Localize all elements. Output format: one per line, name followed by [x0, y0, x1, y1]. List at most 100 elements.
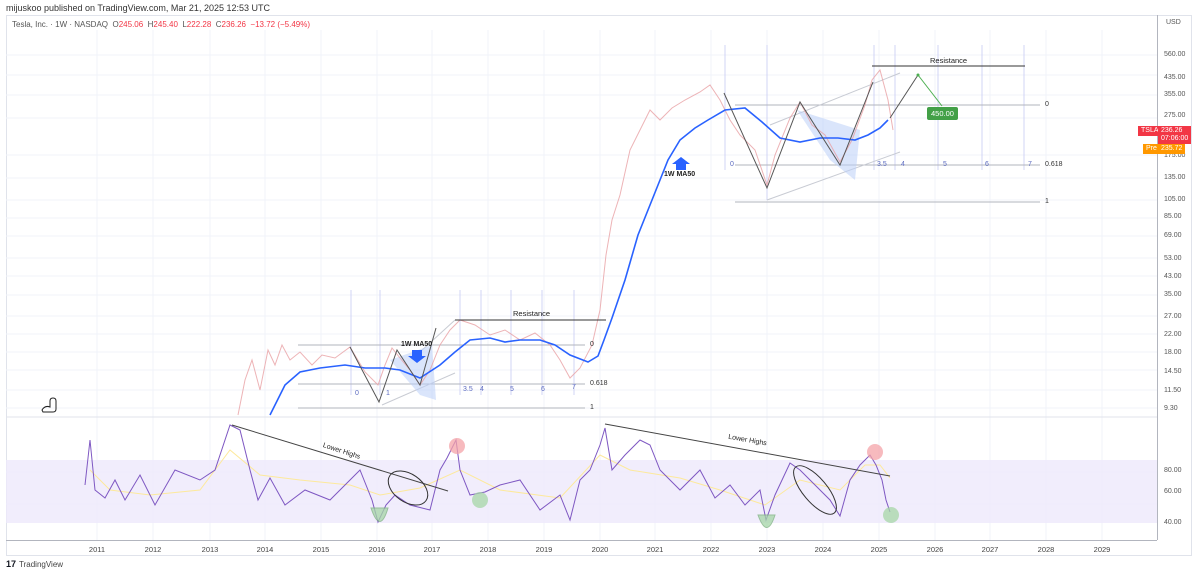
resistance-label-right: Resistance — [930, 56, 968, 65]
price-series — [237, 68, 894, 416]
overbought-marker-right — [867, 444, 883, 460]
year-tick: 2025 — [870, 545, 888, 554]
rsi-ellipse-right — [793, 465, 837, 515]
ma-label-left: 1W MA50 — [401, 341, 433, 348]
target-price-label: 450.00 — [927, 107, 958, 120]
fib-1-left: 1 — [590, 404, 594, 411]
symbol-name: Tesla, Inc. · 1W · NASDAQ — [12, 20, 109, 29]
year-tick: 2022 — [702, 545, 720, 554]
year-tick: 2019 — [535, 545, 553, 554]
rsi-tick: 80.00 — [1164, 467, 1182, 474]
rsi-band — [6, 460, 1157, 523]
year-tick: 2027 — [981, 545, 999, 554]
arrow-up-icon — [672, 157, 690, 170]
price-tick: 22.00 — [1164, 331, 1182, 338]
wedge-right — [797, 110, 860, 180]
resistance-label-left: Resistance — [513, 309, 551, 318]
chart-canvas[interactable] — [0, 0, 1157, 540]
price-tick: 105.00 — [1164, 196, 1186, 203]
year-tick: 2020 — [591, 545, 609, 554]
price-tick: 355.00 — [1164, 91, 1186, 98]
projection-arrow — [889, 74, 919, 119]
rsi-tick: 60.00 — [1164, 488, 1182, 495]
fib-time-label: 6 — [985, 161, 989, 168]
fib-time-label: 6 — [541, 386, 545, 393]
year-tick: 2015 — [312, 545, 330, 554]
wedge-left — [390, 345, 436, 400]
rsi-tick: 40.00 — [1164, 519, 1182, 526]
target-line — [917, 74, 943, 107]
oversold-marker-left — [472, 492, 488, 508]
pre-market-label-tag: Pre — [1143, 144, 1160, 154]
year-tick: 2029 — [1093, 545, 1111, 554]
fib-time-label: 0 — [730, 161, 734, 168]
fib-time-label: 7 — [1028, 161, 1032, 168]
year-tick: 2028 — [1037, 545, 1055, 554]
bottom-marker-right — [757, 514, 776, 528]
price-tick: 43.00 — [1164, 273, 1182, 280]
last-price-value-tag: 236.26 07:06:00 — [1158, 126, 1192, 144]
chart-frame — [6, 15, 1192, 556]
year-tick: 2023 — [758, 545, 776, 554]
time-axis[interactable]: 2011 2012 2013 2014 2015 2016 2017 2018 … — [6, 540, 1157, 557]
high-value: 245.40 — [153, 20, 178, 29]
price-tick: 53.00 — [1164, 255, 1182, 262]
year-tick: 2021 — [646, 545, 664, 554]
last-price-symbol: TSLA — [1141, 127, 1159, 134]
year-tick: 2017 — [423, 545, 441, 554]
rsi-ellipse-left — [387, 470, 429, 506]
change-value: −13.72 (−5.49%) — [250, 20, 311, 29]
bottom-marker-left — [370, 507, 389, 522]
fib-0618-right: 0.618 — [1045, 161, 1063, 168]
year-tick: 2016 — [368, 545, 386, 554]
fib-0618-left: 0.618 — [590, 380, 608, 387]
currency-label: USD — [1166, 19, 1181, 26]
fib-time-zone-right — [724, 45, 1025, 200]
price-tick: 18.00 — [1164, 349, 1182, 356]
tradingview-logo[interactable]: 17 TradingView — [6, 559, 63, 569]
fib-time-label: 5 — [510, 386, 514, 393]
arrow-down-icon — [408, 350, 426, 363]
low-value: 222.28 — [186, 20, 212, 29]
fib-time-zone-left — [350, 290, 575, 395]
fib-retracement-left — [298, 344, 585, 409]
price-axis[interactable]: USD 560.00 435.00 355.00 275.00 175.00 1… — [1157, 15, 1193, 540]
year-tick: 2012 — [144, 545, 162, 554]
fib-0-left: 0 — [590, 341, 594, 348]
lower-highs-line-right — [604, 423, 891, 477]
fib-0-right: 0 — [1045, 101, 1049, 108]
rsi-line — [84, 424, 891, 524]
price-tick: 14.50 — [1164, 368, 1182, 375]
overbought-marker-left — [449, 438, 465, 454]
fib-time-label: 1 — [386, 390, 390, 397]
price-tick: 560.00 — [1164, 51, 1186, 58]
fib-time-label: 3.5 — [463, 386, 473, 393]
pre-market-price: 235.72 — [1161, 145, 1183, 152]
open-value: 245.06 — [118, 20, 144, 29]
price-tick: 69.00 — [1164, 232, 1182, 239]
last-price-tag: TSLA — [1138, 126, 1162, 136]
pre-market-label: Pre — [1146, 145, 1157, 152]
year-tick: 2013 — [201, 545, 219, 554]
fib-time-label: 4 — [480, 386, 484, 393]
price-tick: 435.00 — [1164, 74, 1186, 81]
publisher-info: mijuskoo published on TradingView.com, M… — [6, 3, 270, 13]
year-tick: 2026 — [926, 545, 944, 554]
year-tick: 2011 — [88, 545, 106, 554]
pre-market-price-tag: 235.72 — [1158, 144, 1186, 154]
lower-highs-line-left — [231, 424, 449, 492]
tradingview-brand: TradingView — [19, 559, 64, 569]
zigzag-left — [349, 327, 437, 404]
last-price-value: 236.26 — [1161, 127, 1183, 134]
fib-1-right: 1 — [1045, 198, 1049, 205]
zigzag-right — [723, 81, 874, 190]
fib-retracement-right — [735, 104, 1040, 203]
ma-label-right: 1W MA50 — [664, 171, 696, 178]
bar-countdown: 07:06:00 — [1161, 135, 1189, 142]
oversold-marker-right — [883, 507, 899, 523]
year-tick: 2018 — [479, 545, 497, 554]
price-tick: 85.00 — [1164, 213, 1182, 220]
price-tick: 9.30 — [1164, 405, 1178, 412]
price-tick: 11.50 — [1164, 387, 1181, 394]
fib-time-label: 5 — [943, 161, 947, 168]
